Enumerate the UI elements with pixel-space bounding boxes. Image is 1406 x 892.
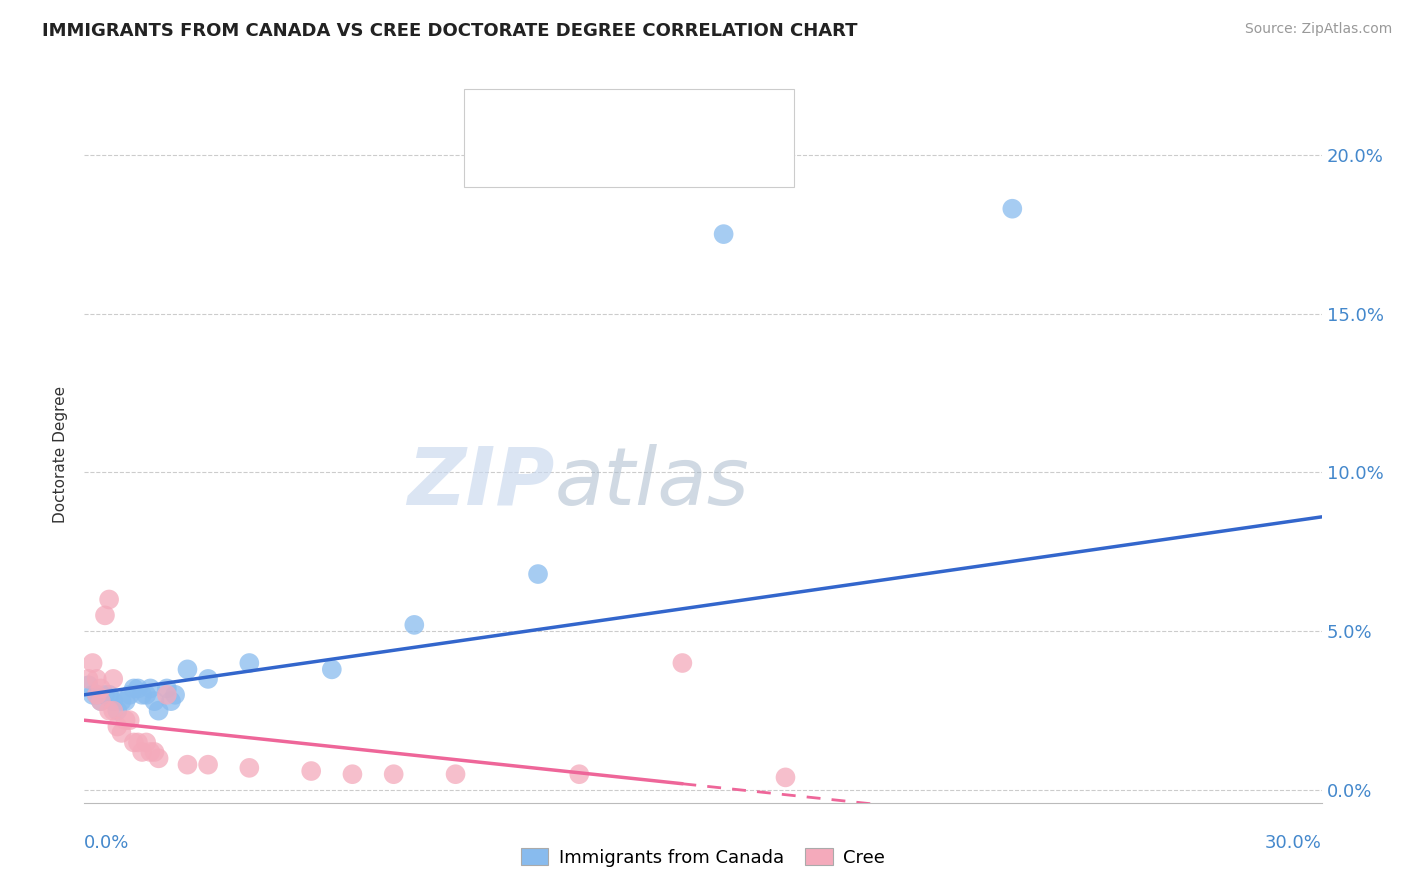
- Point: [568, 767, 591, 781]
- Point: [342, 767, 364, 781]
- Point: [127, 735, 149, 749]
- Text: 30.0%: 30.0%: [1265, 834, 1322, 852]
- Text: N =: N =: [609, 150, 657, 168]
- Point: [139, 745, 162, 759]
- Text: -0.250: -0.250: [551, 150, 610, 168]
- Text: R =: R =: [520, 112, 557, 129]
- Legend: Immigrants from Canada, Cree: Immigrants from Canada, Cree: [513, 840, 893, 874]
- Point: [671, 656, 693, 670]
- Point: [127, 681, 149, 696]
- Point: [82, 688, 104, 702]
- Point: [105, 704, 128, 718]
- Point: [103, 704, 125, 718]
- Point: [238, 761, 260, 775]
- Point: [176, 757, 198, 772]
- Point: [122, 735, 145, 749]
- Point: [143, 745, 166, 759]
- Point: [118, 713, 141, 727]
- Point: [1001, 202, 1024, 216]
- Text: 0.0%: 0.0%: [84, 834, 129, 852]
- Point: [98, 592, 121, 607]
- Text: R =: R =: [520, 150, 557, 168]
- Point: [94, 688, 117, 702]
- Point: [98, 688, 121, 702]
- Point: [176, 662, 198, 676]
- Point: [156, 681, 179, 696]
- Point: [148, 704, 170, 718]
- Text: IMMIGRANTS FROM CANADA VS CREE DOCTORATE DEGREE CORRELATION CHART: IMMIGRANTS FROM CANADA VS CREE DOCTORATE…: [42, 22, 858, 40]
- Point: [118, 688, 141, 702]
- Point: [86, 688, 108, 702]
- Point: [156, 688, 179, 702]
- Point: [98, 704, 121, 718]
- Point: [122, 681, 145, 696]
- Text: atlas: atlas: [554, 443, 749, 522]
- Point: [139, 681, 162, 696]
- Point: [775, 771, 797, 785]
- Point: [404, 618, 426, 632]
- Point: [131, 745, 153, 759]
- Point: [148, 751, 170, 765]
- Point: [103, 672, 125, 686]
- Point: [82, 656, 104, 670]
- Point: [110, 694, 132, 708]
- Point: [135, 688, 157, 702]
- Point: [160, 694, 183, 708]
- Point: [238, 656, 260, 670]
- Text: ZIP: ZIP: [408, 443, 554, 522]
- Point: [77, 678, 100, 692]
- Y-axis label: Doctorate Degree: Doctorate Degree: [53, 386, 69, 524]
- Point: [90, 694, 112, 708]
- Point: [135, 735, 157, 749]
- Point: [165, 688, 187, 702]
- Point: [382, 767, 405, 781]
- Point: [143, 694, 166, 708]
- Point: [114, 713, 136, 727]
- Point: [299, 764, 322, 778]
- Point: [131, 688, 153, 702]
- Point: [444, 767, 467, 781]
- Point: [110, 726, 132, 740]
- Point: [90, 694, 112, 708]
- Point: [86, 688, 108, 702]
- Point: [321, 662, 343, 676]
- Text: 33: 33: [647, 150, 671, 168]
- Text: N =: N =: [609, 112, 657, 129]
- Text: 29: 29: [647, 112, 671, 129]
- Text: 0.242: 0.242: [551, 112, 610, 129]
- Point: [94, 608, 117, 623]
- Point: [86, 672, 108, 686]
- Point: [197, 672, 219, 686]
- Point: [90, 681, 112, 696]
- Text: Source: ZipAtlas.com: Source: ZipAtlas.com: [1244, 22, 1392, 37]
- Point: [713, 227, 735, 241]
- Point: [103, 694, 125, 708]
- Point: [527, 567, 550, 582]
- Point: [114, 694, 136, 708]
- Point: [197, 757, 219, 772]
- Point: [77, 672, 100, 686]
- Point: [105, 720, 128, 734]
